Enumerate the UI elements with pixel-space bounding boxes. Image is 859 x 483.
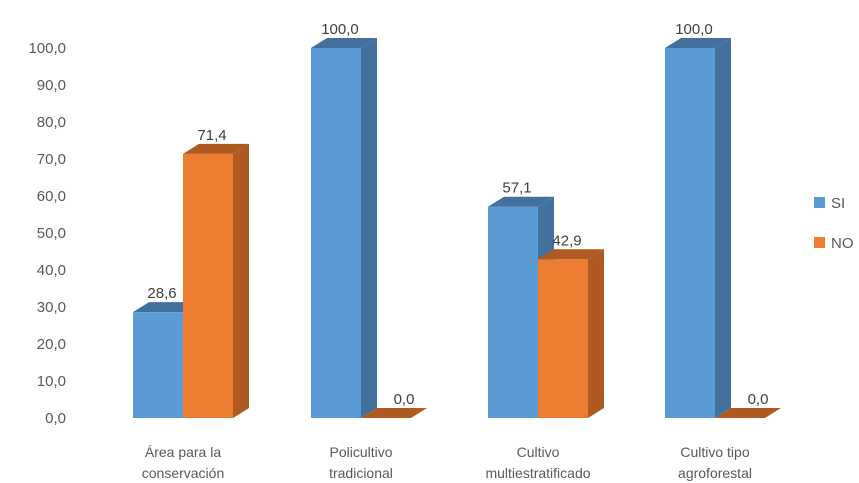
legend-label: NO (831, 235, 854, 252)
y-tick-label: 20,0 (37, 336, 66, 353)
bar-top (183, 143, 249, 154)
bar-si (665, 38, 731, 418)
bar-top (488, 196, 554, 207)
data-label: 57,1 (502, 180, 531, 197)
legend-label: SI (831, 195, 845, 212)
y-tick-label: 30,0 (37, 299, 66, 316)
bar-no (538, 249, 604, 418)
data-label: 28,6 (147, 285, 176, 302)
bar-top (361, 408, 427, 418)
legend-swatch (814, 197, 825, 208)
bar-top (133, 302, 199, 313)
legend-item-si: SI (814, 195, 845, 212)
y-tick-label: 80,0 (37, 114, 66, 131)
y-tick-label: 70,0 (37, 151, 66, 168)
legend: SI NO (814, 195, 854, 252)
bar-si (311, 38, 377, 418)
bar-front (488, 206, 538, 418)
y-tick-label: 90,0 (37, 77, 66, 94)
y-tick-label: 100,0 (28, 40, 66, 57)
bar-no (715, 408, 781, 418)
x-axis: Área para la conservación Policultivo tradi… (142, 444, 752, 481)
bar-front (133, 312, 183, 418)
data-labels: 28,6 71,4 100,0 0,0 57,1 42,9 100,0 0,0 (147, 21, 768, 408)
y-tick-label: 10,0 (37, 373, 66, 390)
bar-top (665, 38, 731, 48)
data-label: 100,0 (675, 21, 713, 38)
data-label: 0,0 (394, 391, 415, 408)
x-category-label: Policultivo tradicional (329, 444, 393, 481)
x-category-label: Área para la conservación (142, 444, 225, 481)
y-tick-label: 50,0 (37, 225, 66, 242)
bar-front (311, 48, 361, 418)
bar-front (183, 153, 233, 418)
data-label: 100,0 (321, 21, 359, 38)
legend-swatch (814, 237, 825, 248)
data-label: 0,0 (748, 391, 769, 408)
bar-side (361, 38, 377, 418)
y-tick-label: 0,0 (45, 410, 66, 427)
bar-no (361, 408, 427, 418)
bars (133, 38, 781, 418)
bar-top (715, 408, 781, 418)
bar-top (311, 38, 377, 48)
data-label: 71,4 (197, 127, 226, 144)
data-label: 42,9 (552, 232, 581, 249)
bar-side (715, 38, 731, 418)
bar-top (538, 249, 604, 260)
bar-side (233, 143, 249, 418)
bar-side (588, 249, 604, 418)
bar-front (665, 48, 715, 418)
bar-front (538, 259, 588, 418)
y-tick-label: 60,0 (37, 188, 66, 205)
legend-item-no: NO (814, 235, 854, 252)
x-category-label: Cultivo tipo agroforestal (678, 444, 752, 481)
bar-no (183, 143, 249, 418)
y-tick-label: 40,0 (37, 262, 66, 279)
y-axis: 0,0 10,0 20,0 30,0 40,0 50,0 60,0 70,0 80,0 90,0 1… (28, 40, 66, 427)
x-category-label: Cultivo multiestratificado (485, 444, 590, 481)
